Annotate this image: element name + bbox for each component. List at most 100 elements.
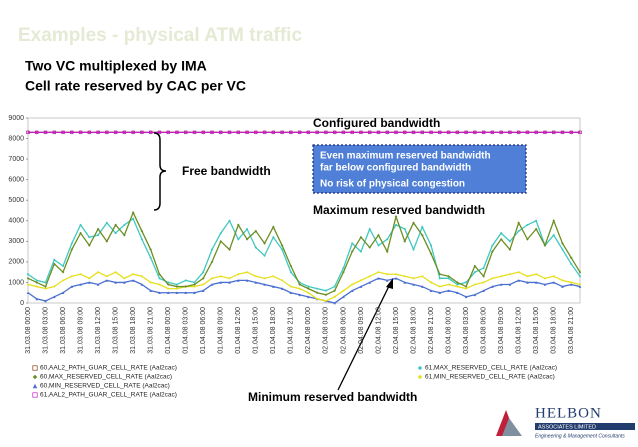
point	[315, 291, 319, 295]
x-tick-label: 03.04.08 00:00	[445, 307, 452, 354]
point	[96, 130, 100, 135]
point	[517, 230, 520, 233]
point	[70, 275, 73, 278]
series-line	[27, 210, 581, 296]
point	[543, 277, 546, 280]
point	[464, 295, 468, 299]
point	[517, 279, 520, 282]
point	[342, 267, 345, 270]
point	[149, 281, 152, 284]
point	[210, 248, 214, 251]
point	[123, 223, 126, 226]
point	[561, 279, 564, 282]
point	[62, 264, 65, 268]
point	[377, 271, 380, 274]
point	[281, 248, 284, 251]
point	[429, 289, 433, 292]
point	[105, 130, 109, 135]
point	[96, 227, 100, 231]
annotation: Maximum reserved bandwidth	[313, 203, 485, 217]
point	[430, 281, 433, 284]
point	[96, 283, 100, 286]
point	[184, 285, 188, 288]
point	[446, 130, 451, 135]
point	[166, 130, 170, 135]
point	[114, 271, 117, 274]
point	[482, 274, 485, 278]
legend-label: 60,AAL2_PATH_GUAR_CELL_RATE (Aal2cac)	[40, 365, 177, 372]
point	[412, 221, 415, 225]
y-tick-label: 0	[20, 300, 24, 307]
callout-text: far below configured bandwidth	[320, 163, 471, 174]
point	[219, 130, 223, 135]
annotation: Minimum reserved bandwidth	[248, 390, 417, 404]
slide-line: Two VC multiplexed by IMA	[25, 58, 207, 74]
point	[438, 285, 441, 288]
point	[473, 271, 476, 274]
point	[552, 234, 555, 237]
slide-line: Cell rate reserved by CAC per VC	[25, 78, 246, 94]
point	[324, 293, 328, 297]
series-line	[27, 217, 581, 292]
point	[280, 244, 284, 247]
point	[386, 273, 389, 276]
point	[79, 283, 82, 286]
point	[254, 275, 257, 278]
point	[412, 283, 415, 286]
y-tick-label: 3000	[8, 238, 24, 245]
point	[167, 287, 170, 290]
point	[62, 279, 65, 282]
point	[245, 237, 249, 241]
point	[298, 283, 301, 286]
point	[192, 130, 197, 135]
point	[394, 277, 398, 280]
point	[385, 279, 389, 282]
point	[210, 260, 214, 264]
point	[175, 283, 178, 286]
point	[306, 130, 311, 135]
legend-label: 60,MIN_RESERVED_CELL_RATE (Aal2cac)	[40, 383, 170, 390]
point	[377, 233, 380, 237]
point	[412, 248, 415, 251]
x-tick-label: 02.04.08 09:00	[358, 307, 365, 354]
x-tick-label: 02.04.08 00:00	[305, 307, 312, 354]
point	[88, 244, 91, 247]
point	[263, 283, 266, 286]
point	[307, 285, 310, 288]
point	[359, 130, 363, 135]
point	[535, 219, 538, 222]
point	[193, 281, 196, 284]
point	[385, 250, 389, 253]
point	[52, 295, 56, 299]
point	[465, 281, 468, 284]
point	[368, 246, 372, 249]
point	[175, 291, 179, 295]
point	[175, 285, 179, 288]
x-tick-label: 31.03.08 12:00	[95, 307, 102, 354]
point	[377, 277, 380, 280]
point	[411, 130, 416, 135]
point	[569, 130, 573, 135]
point	[324, 130, 328, 135]
point	[456, 281, 459, 284]
point	[158, 283, 161, 286]
point	[307, 287, 310, 290]
point	[359, 285, 363, 288]
point	[526, 237, 529, 241]
point	[420, 285, 424, 288]
point	[500, 275, 503, 278]
point	[491, 250, 494, 253]
point	[219, 232, 222, 235]
point	[570, 262, 573, 265]
point	[184, 279, 187, 282]
point	[350, 250, 354, 253]
point	[342, 289, 345, 292]
point	[552, 275, 555, 278]
point	[26, 277, 30, 280]
point	[193, 285, 196, 288]
point	[386, 238, 389, 241]
point	[298, 293, 301, 297]
x-tick-label: 01.04.08 03:00	[183, 307, 190, 354]
point	[569, 283, 573, 286]
